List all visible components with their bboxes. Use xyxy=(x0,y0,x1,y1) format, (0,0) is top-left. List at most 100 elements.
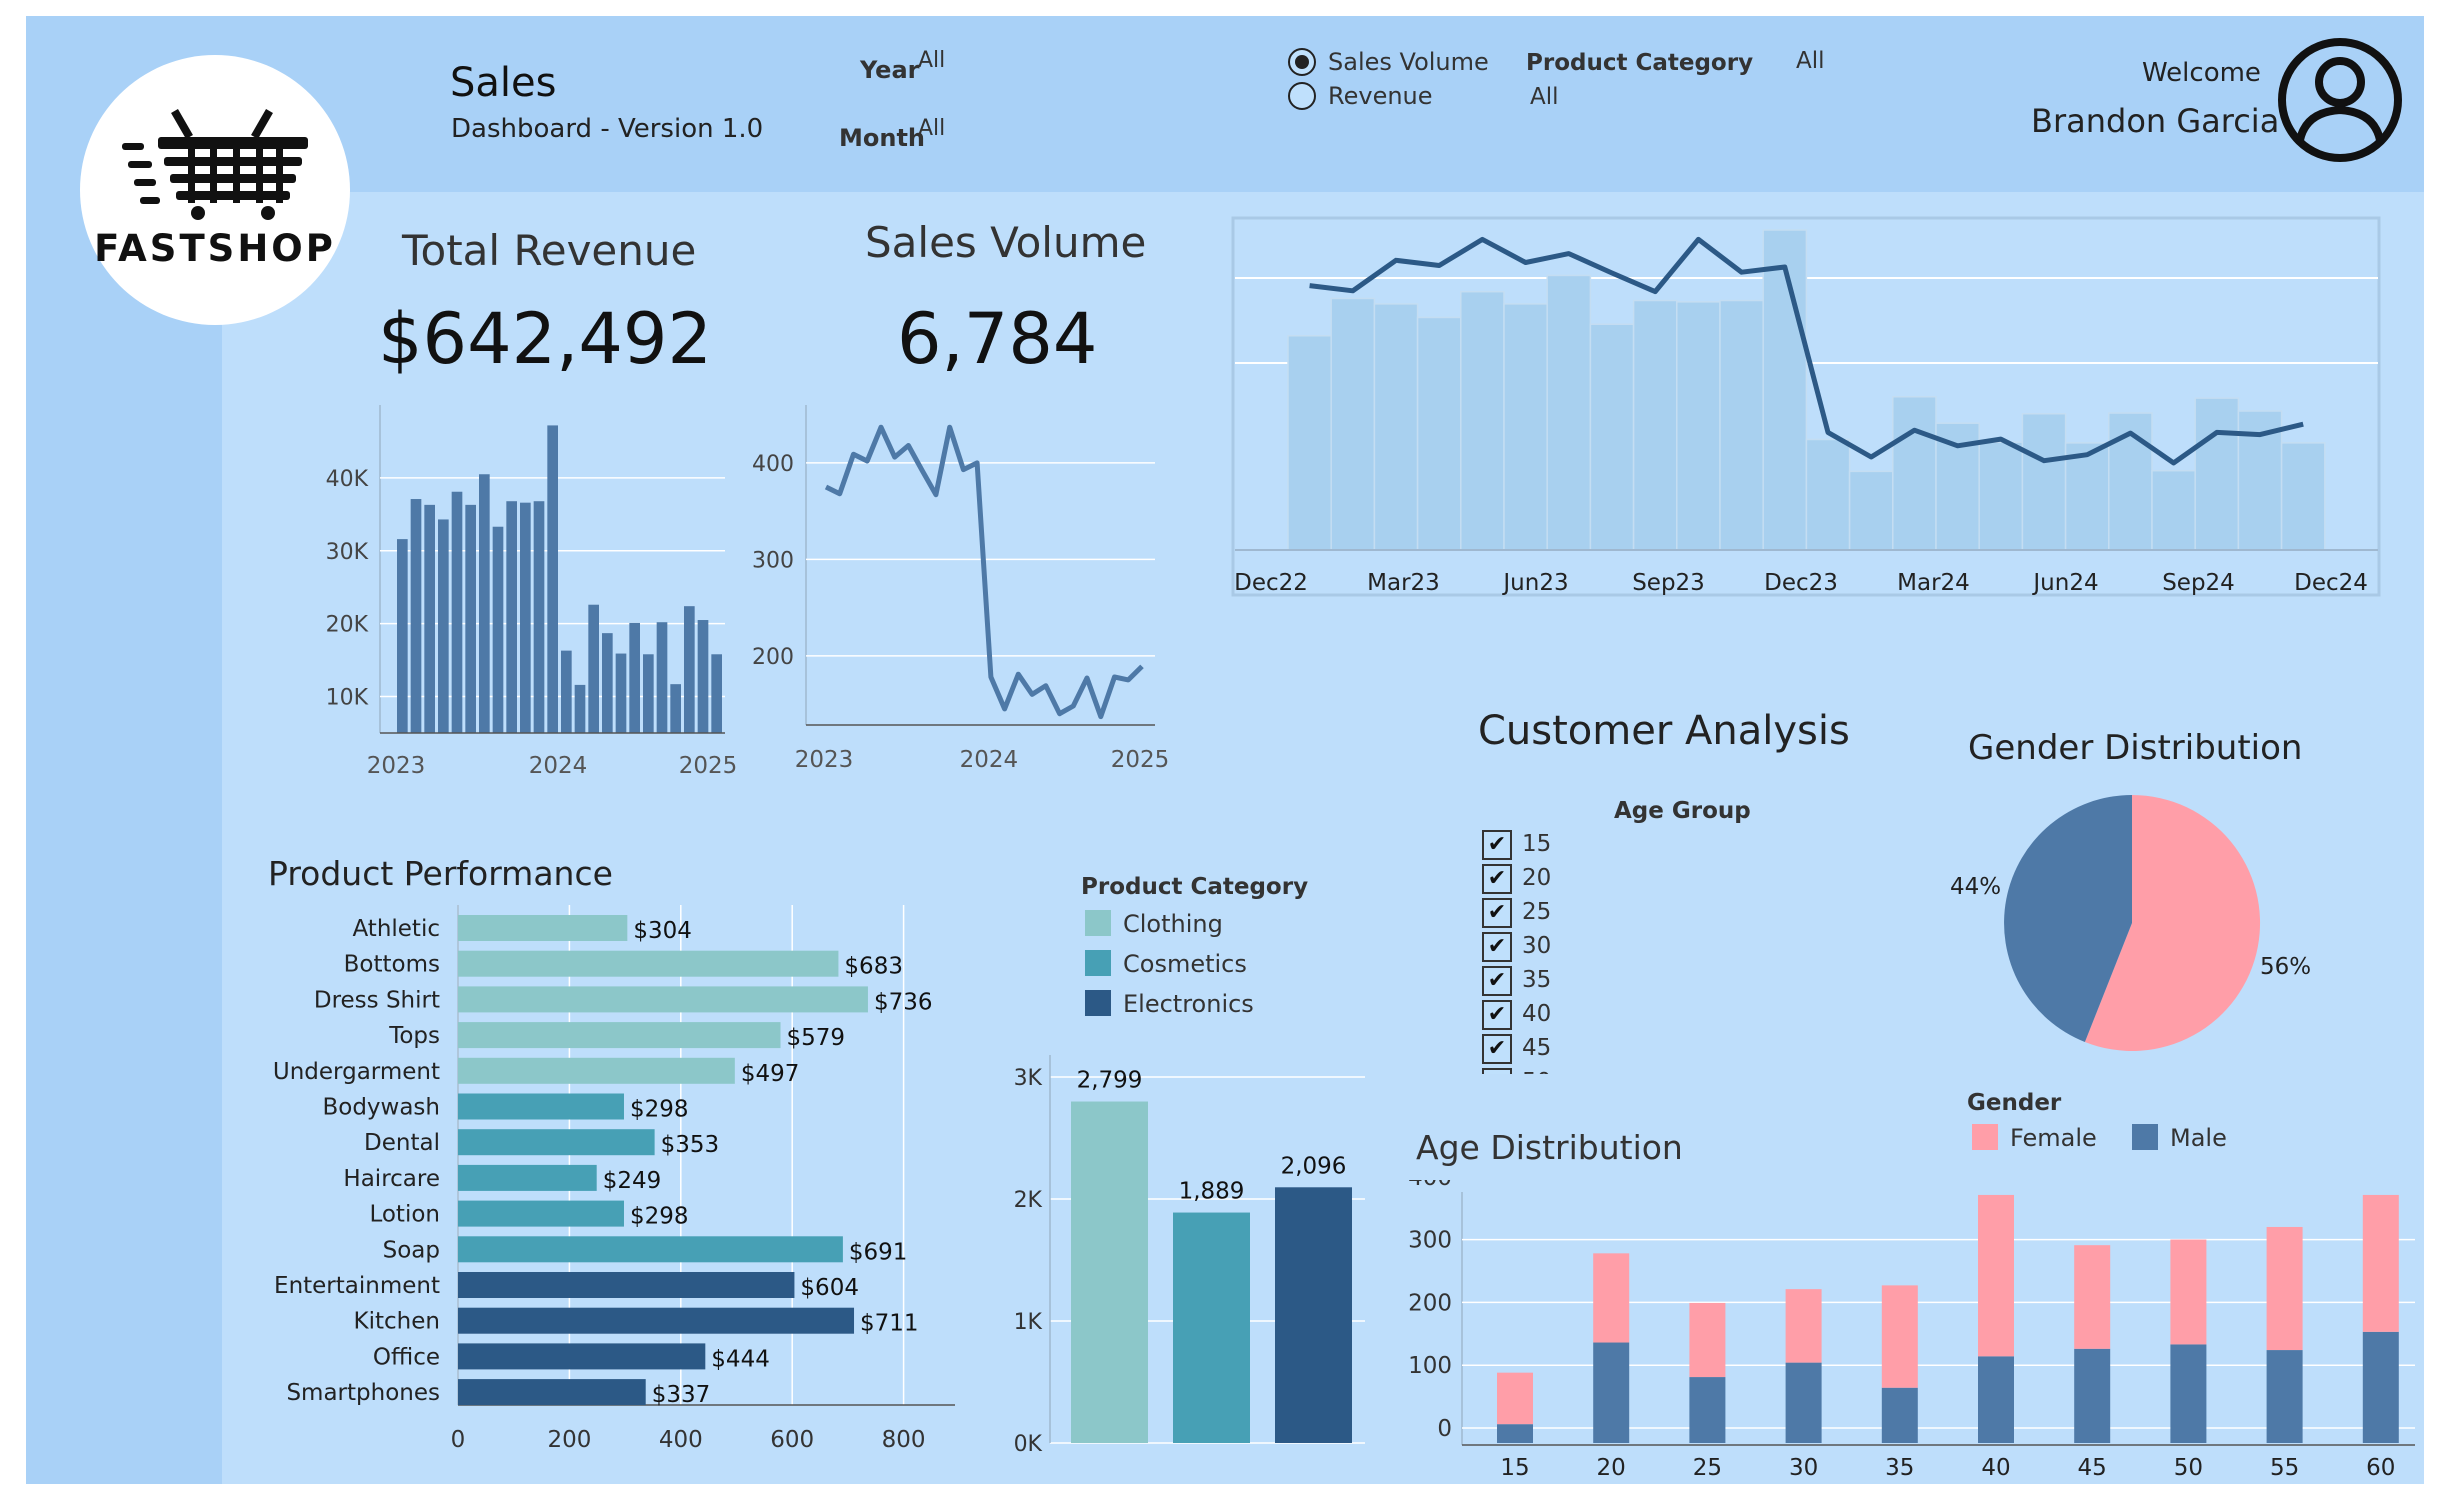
gender-legend-title: Gender xyxy=(1967,1090,2062,1116)
legend-label-clothing: Clothing xyxy=(1123,910,1223,938)
combo-bar xyxy=(1632,299,1678,551)
age-bar-female xyxy=(1689,1302,1726,1378)
revenue-bar xyxy=(697,620,709,733)
age-bar-male xyxy=(2074,1348,2111,1443)
revenue-x-tick: 2024 xyxy=(529,753,588,779)
customer-analysis-title: Customer Analysis xyxy=(1478,708,1850,754)
category-legend-title: Product Category xyxy=(1081,874,1309,900)
age-bar-male xyxy=(2362,1331,2399,1443)
combo-bar xyxy=(1460,290,1505,551)
product-category-label: Office xyxy=(373,1344,440,1370)
category-y-tick: 0K xyxy=(1014,1432,1043,1457)
product-x-tick: 800 xyxy=(882,1427,926,1453)
product-bar xyxy=(458,1129,655,1156)
page-subtitle: Dashboard - Version 1.0 xyxy=(451,114,764,144)
age-group-label[interactable]: 30 xyxy=(1522,933,1552,959)
product-value-label: $304 xyxy=(633,918,692,944)
combo-bar xyxy=(1589,323,1635,551)
combo-x-tick: Jun24 xyxy=(2031,570,2098,596)
year-filter-value[interactable]: All xyxy=(918,48,946,73)
age-bar-male xyxy=(1881,1387,1918,1443)
revenue-monthly-chart: 10K 20K 30K 40K 2023 2024 2025 xyxy=(326,405,737,779)
revenue-bar xyxy=(711,654,722,733)
category-bar xyxy=(1275,1187,1352,1443)
product-category-label: Soap xyxy=(383,1237,440,1263)
combo-bar xyxy=(1719,299,1764,551)
combo-bar xyxy=(1762,229,1808,551)
age-group-label[interactable]: 50 xyxy=(1522,1069,1551,1074)
age-group-label[interactable]: 40 xyxy=(1522,1001,1552,1027)
age-bar-male xyxy=(1785,1362,1822,1443)
total-revenue-value: $642,492 xyxy=(378,298,713,380)
revenue-bar xyxy=(547,425,558,733)
age-group-checkbox-15[interactable]: ✔ xyxy=(1482,830,1512,860)
legend-label-electronics: Electronics xyxy=(1123,990,1254,1018)
radio-revenue-label[interactable]: Revenue xyxy=(1328,82,1433,110)
product-performance-chart: 0 200 400 600 800 Athletic $304 Bottoms $683 Dres… xyxy=(273,905,955,1453)
category-filter-value-secondary[interactable]: All xyxy=(1530,84,1559,110)
age-group-label[interactable]: 45 xyxy=(1522,1035,1552,1061)
age-x-tick: 50 xyxy=(2174,1455,2203,1480)
age-group-checkbox-35[interactable]: ✔ xyxy=(1482,966,1512,996)
category-y-tick: 2K xyxy=(1014,1188,1043,1213)
revenue-x-tick: 2023 xyxy=(367,753,426,779)
revenue-bar xyxy=(574,684,586,733)
revenue-bar xyxy=(615,653,627,733)
radio-sales-volume[interactable] xyxy=(1288,48,1316,76)
combo-bar xyxy=(1373,303,1419,551)
radio-sales-volume-label[interactable]: Sales Volume xyxy=(1328,48,1489,76)
user-avatar-icon[interactable] xyxy=(2276,36,2404,164)
combo-bar xyxy=(1978,441,2024,551)
combo-bar xyxy=(1416,316,1462,551)
age-group-label[interactable]: 25 xyxy=(1522,899,1552,925)
radio-revenue[interactable] xyxy=(1288,82,1316,110)
product-value-label: $298 xyxy=(630,1097,689,1123)
age-bar-female xyxy=(2266,1226,2303,1351)
category-bar xyxy=(1173,1212,1250,1443)
pie-label-female: 56% xyxy=(2260,954,2311,980)
combo-x-tick: Sep24 xyxy=(2162,570,2235,596)
age-bar-male xyxy=(2266,1350,2303,1443)
age-bar-female xyxy=(1497,1372,1533,1425)
age-x-tick: 15 xyxy=(1500,1455,1529,1480)
age-group-checkbox-50[interactable]: ✔ xyxy=(1482,1068,1512,1074)
age-y-tick: 100 xyxy=(1408,1353,1452,1379)
sales-volume-title: Sales Volume xyxy=(865,218,1147,267)
product-category-label: Undergarment xyxy=(273,1059,440,1085)
age-x-tick: 60 xyxy=(2366,1455,2395,1480)
revenue-bar xyxy=(506,501,517,733)
age-y-tick: 300 xyxy=(1408,1228,1452,1254)
combo-bar xyxy=(1805,438,1851,551)
age-x-tick: 45 xyxy=(2078,1455,2107,1480)
age-group-checkbox-30[interactable]: ✔ xyxy=(1482,932,1512,962)
revenue-bar xyxy=(451,491,463,733)
combo-x-tick: Jun23 xyxy=(1501,570,1568,596)
combo-bar xyxy=(2280,442,2326,551)
gender-pie-chart: 56% 44% xyxy=(1950,795,2311,1051)
category-value-label: 1,889 xyxy=(1179,1179,1245,1205)
revenue-y-tick: 40K xyxy=(326,467,369,492)
product-bar xyxy=(458,1343,706,1370)
age-group-label[interactable]: 15 xyxy=(1522,831,1552,857)
category-y-tick: 3K xyxy=(1014,1066,1043,1091)
age-group-label[interactable]: 35 xyxy=(1522,967,1552,993)
age-group-filter[interactable]: ✔ 15 ✔ 20 ✔ 25 ✔ 30 ✔ 35 ✔ 40 ✔ 45 ✔ 50 xyxy=(1482,830,1782,1074)
product-value-label: $691 xyxy=(849,1239,908,1265)
product-category-label: Tops xyxy=(388,1023,440,1049)
age-x-tick: 40 xyxy=(1981,1455,2010,1480)
age-group-label[interactable]: 20 xyxy=(1522,865,1552,891)
volume-y-tick: 400 xyxy=(752,452,794,477)
age-group-checkbox-25[interactable]: ✔ xyxy=(1482,898,1512,928)
combo-x-tick: Dec24 xyxy=(2294,570,2368,596)
age-group-checkbox-40[interactable]: ✔ xyxy=(1482,1000,1512,1030)
category-y-tick: 1K xyxy=(1014,1310,1043,1335)
age-x-tick: 35 xyxy=(1885,1455,1914,1480)
age-group-checkbox-20[interactable]: ✔ xyxy=(1482,864,1512,894)
combo-bar xyxy=(2151,469,2196,551)
age-group-checkbox-45[interactable]: ✔ xyxy=(1482,1034,1512,1064)
combo-x-tick: Mar23 xyxy=(1367,570,1440,596)
revenue-y-tick: 20K xyxy=(326,613,369,638)
month-filter-value[interactable]: All xyxy=(918,116,946,141)
age-y-tick: 400 xyxy=(1408,1180,1452,1191)
category-filter-value[interactable]: All xyxy=(1796,48,1825,74)
